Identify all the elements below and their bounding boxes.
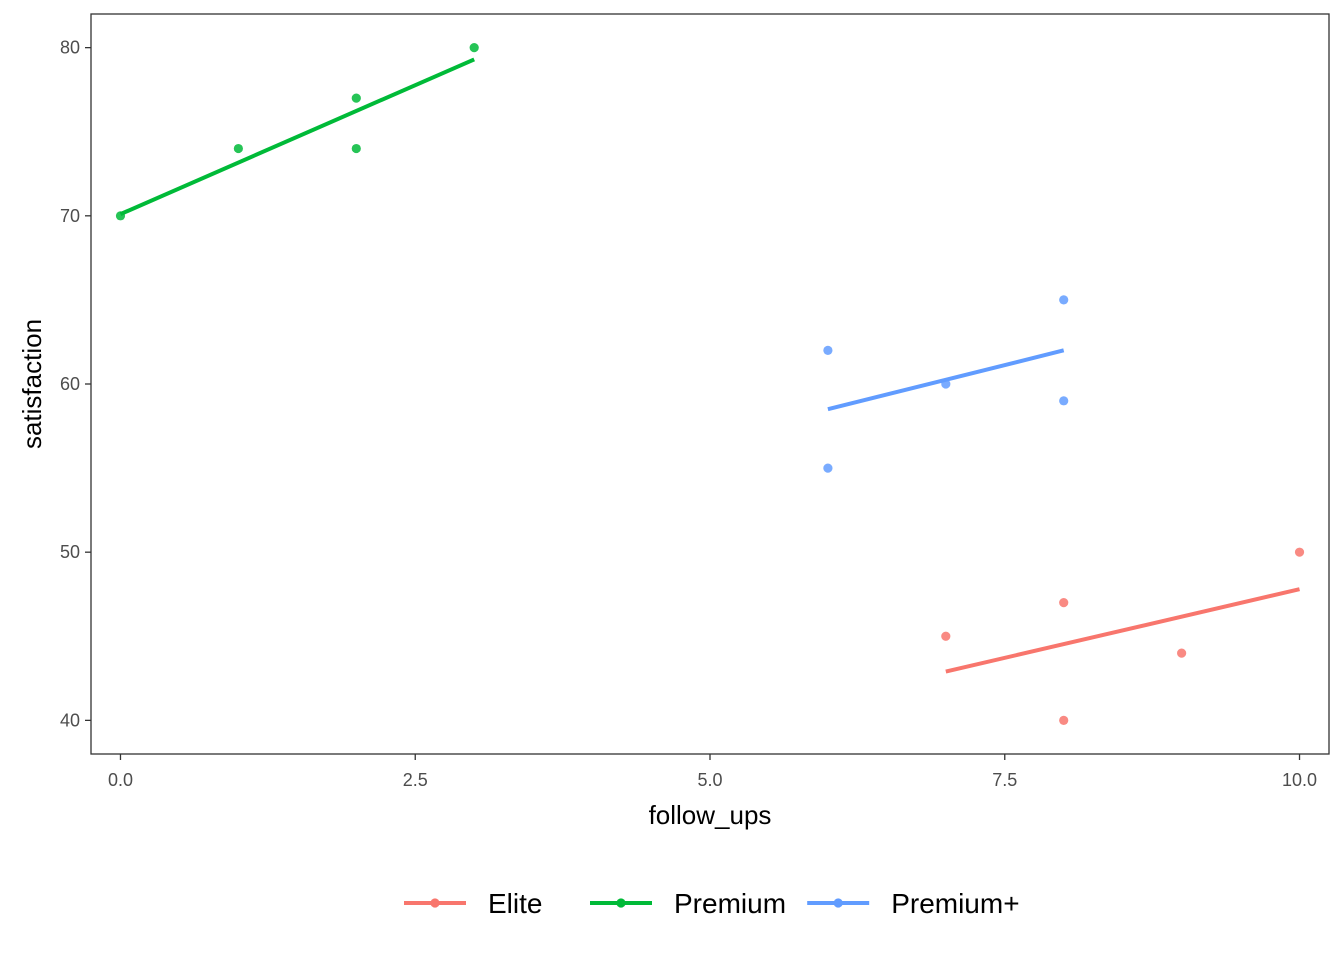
fit-line [945,587,1300,674]
y-tick-label: 80 [60,38,80,58]
data-point [823,345,833,355]
data-point [351,143,361,154]
y-tick-label: 50 [60,542,80,562]
y-tick-label: 60 [60,374,80,394]
data-point [1177,648,1187,658]
data-point [233,143,243,154]
plot-border [90,13,1330,755]
legend-label: Premium [674,888,786,919]
x-tick-label: 5.0 [697,770,722,790]
y-tick-label: 70 [60,206,80,226]
series-premium-plus [823,295,1069,473]
legend: Elite Premium Premium+ [404,888,1020,919]
data-point [823,463,833,473]
x-tick-label: 10.0 [1282,770,1317,790]
series-premium [115,43,479,221]
data-point [351,93,361,103]
x-axis-title: follow_ups [649,800,772,830]
legend-label: Elite [488,888,542,919]
legend-key-point [430,898,440,908]
x-tick-label: 7.5 [992,770,1017,790]
legend-key-point [833,898,843,908]
y-axis: 40 50 60 70 80 [60,38,91,730]
plot-panel [90,13,1330,755]
legend-item-elite: Elite [404,888,542,919]
x-axis: 0.0 2.5 5.0 7.5 10.0 [108,754,1317,790]
data-point [941,631,951,641]
data-point [1059,598,1069,608]
legend-item-premium-plus: Premium+ [807,888,1020,919]
fit-line [119,57,475,216]
data-point [1059,396,1069,406]
x-tick-label: 2.5 [403,770,428,790]
legend-label: Premium+ [891,888,1019,919]
data-point [1059,295,1069,305]
legend-item-premium: Premium [590,888,786,919]
data-point [115,211,126,221]
data-point [941,379,951,389]
y-tick-label: 40 [60,710,80,730]
series-elite [941,547,1305,725]
data-point [1294,547,1305,557]
x-tick-label: 0.0 [108,770,133,790]
data-point [469,43,479,53]
data-point [1059,715,1069,725]
legend-key-point [616,898,626,908]
y-axis-title: satisfaction [17,319,47,449]
